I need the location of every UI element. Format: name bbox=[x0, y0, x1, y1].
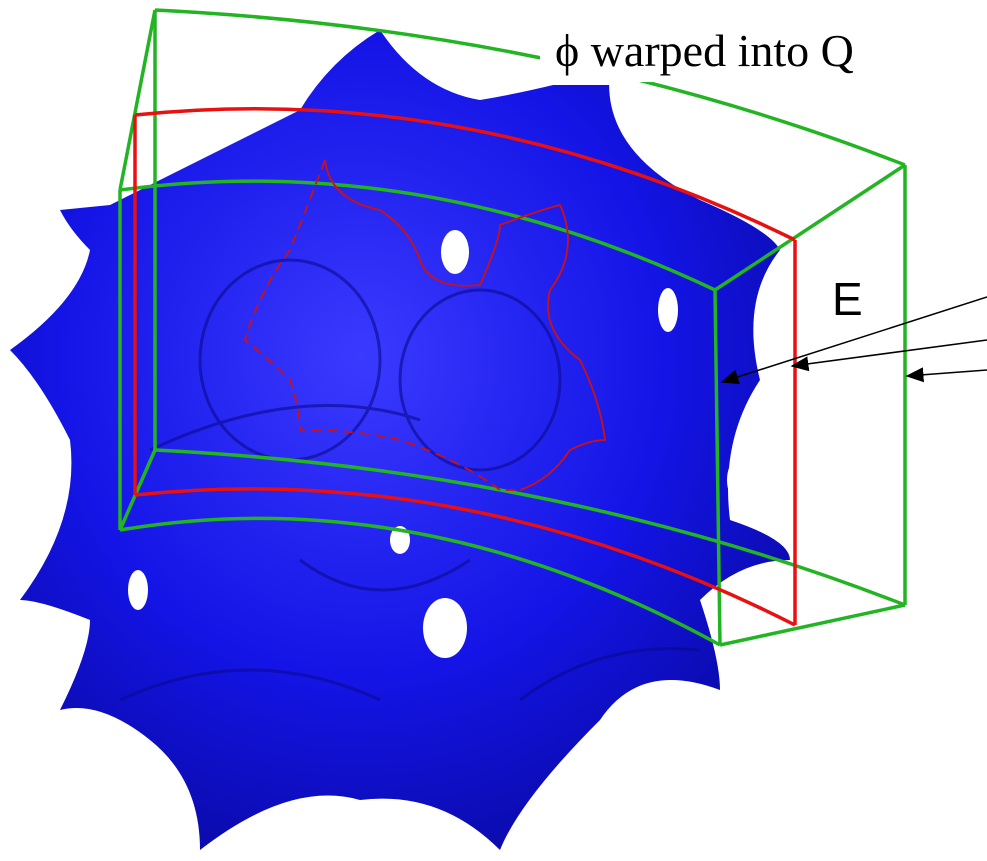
diagram: ϕ warped into Q E bbox=[0, 0, 987, 861]
title: ϕ warped into Q bbox=[555, 25, 854, 76]
edge-label: E bbox=[832, 273, 863, 325]
